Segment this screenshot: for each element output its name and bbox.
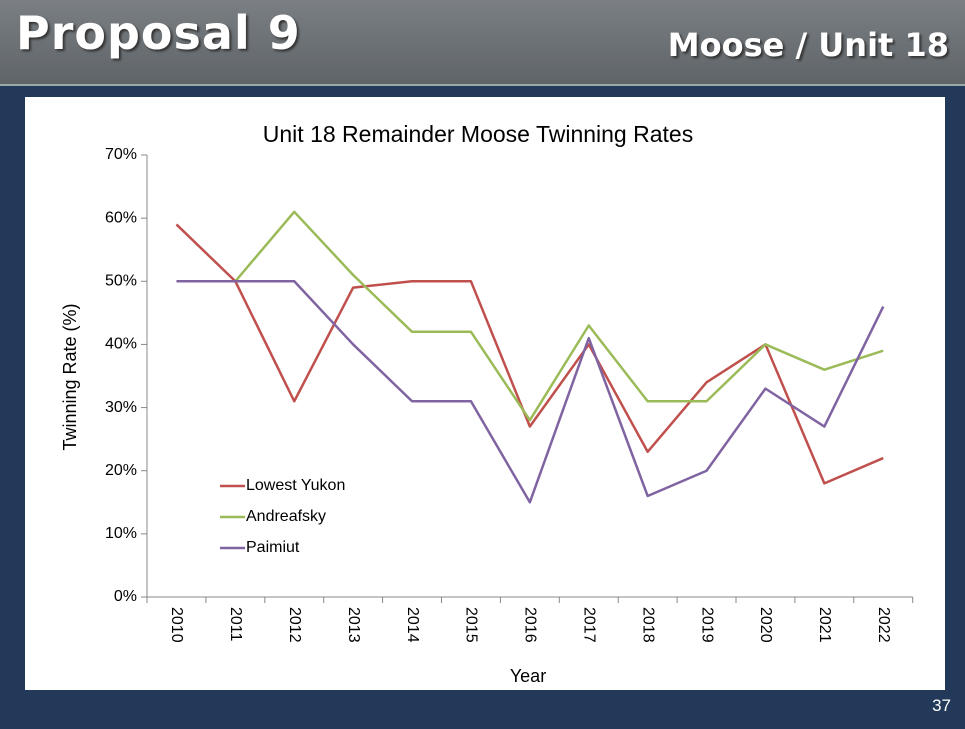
x-tick-label: 2018 [639, 607, 656, 643]
y-axis-title: Twinning Rate (%) [60, 303, 80, 450]
x-tick-label: 2021 [816, 607, 833, 643]
x-tick-label: 2013 [345, 607, 362, 643]
x-tick-label: 2012 [286, 607, 303, 643]
y-tick-label: 50% [105, 273, 137, 290]
slide-subtitle: Moose / Unit 18 [667, 26, 949, 64]
page-number: 37 [932, 696, 951, 715]
slide-title: Proposal 9 [16, 6, 301, 60]
x-tick-label: 2015 [463, 607, 480, 643]
series-line [175, 223, 884, 485]
y-tick-label: 60% [105, 209, 137, 226]
x-tick-label: 2020 [757, 607, 774, 643]
legend-label: Andreafsky [246, 508, 326, 525]
y-tick-label: 10% [105, 525, 137, 542]
legend-label: Paimiut [246, 539, 300, 556]
x-tick-label: 2019 [698, 607, 715, 643]
y-tick-label: 20% [105, 462, 137, 479]
x-tick-label: 2022 [875, 607, 892, 643]
series-line [234, 210, 884, 422]
x-tick-label: 2017 [581, 607, 598, 643]
y-tick-label: 0% [114, 588, 137, 605]
y-tick-label: 40% [105, 336, 137, 353]
series-line [176, 280, 885, 504]
x-tick-label: 2011 [227, 607, 244, 642]
x-axis-title: Year [510, 666, 546, 686]
legend-label: Lowest Yukon [246, 477, 345, 494]
x-tick-label: 2010 [168, 607, 185, 643]
header: Proposal 9 Moose / Unit 18 [0, 0, 965, 86]
chart-title: Unit 18 Remainder Moose Twinning Rates [263, 121, 693, 147]
y-tick-label: 70% [105, 146, 137, 163]
y-tick-label: 30% [105, 399, 137, 416]
x-tick-label: 2014 [404, 607, 421, 643]
x-tick-label: 2016 [522, 607, 539, 643]
chart: Unit 18 Remainder Moose Twinning Rates Y… [25, 97, 945, 690]
